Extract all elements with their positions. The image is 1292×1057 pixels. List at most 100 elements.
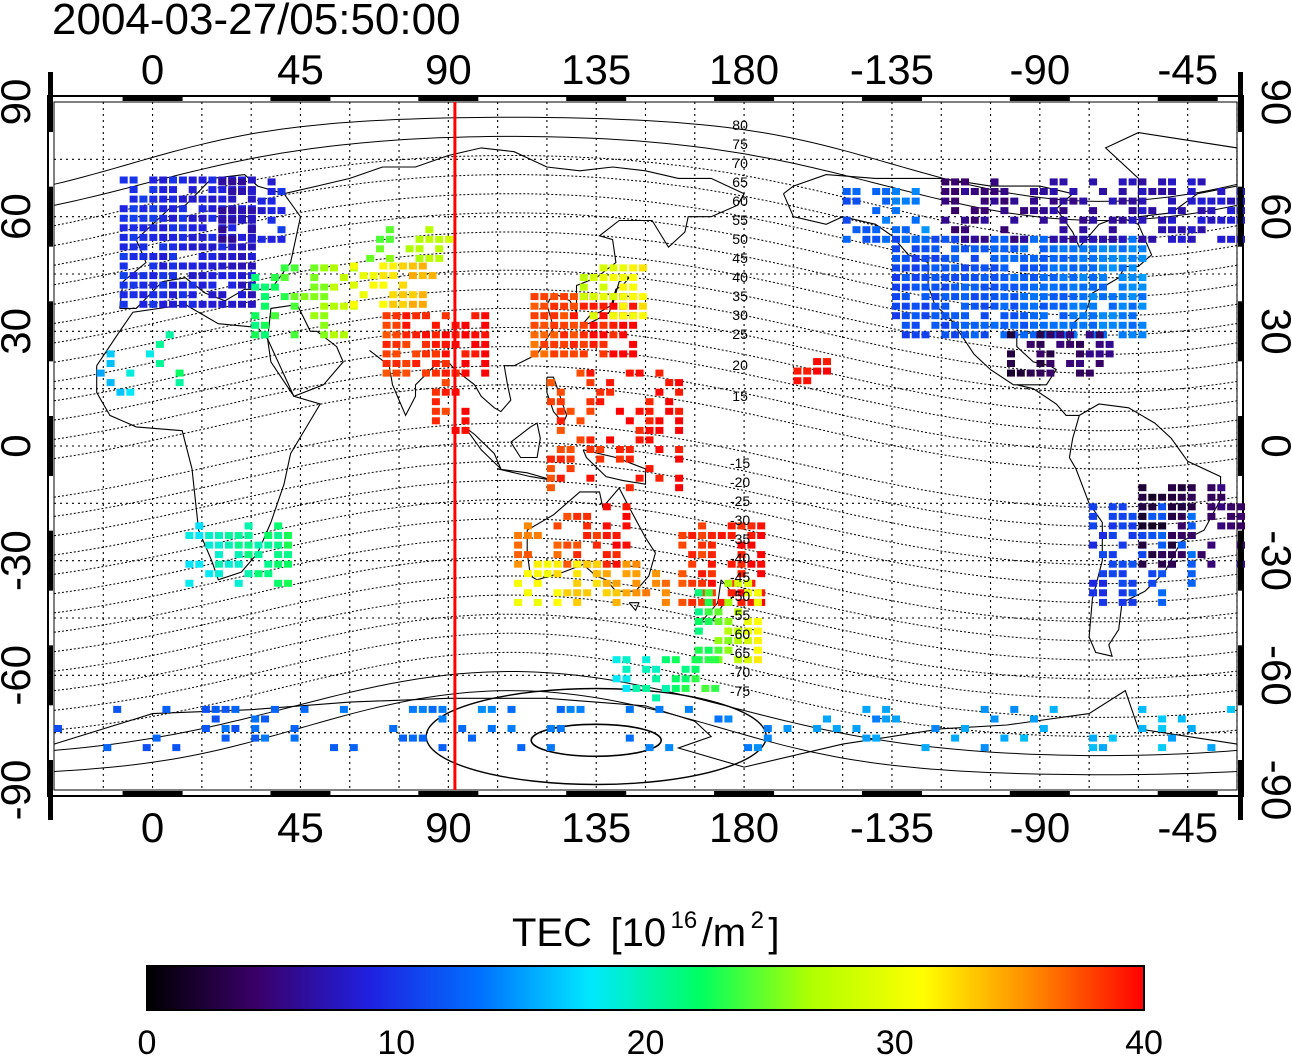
- lon-tick-bar: [566, 96, 627, 101]
- tec-cell: [533, 532, 542, 539]
- tec-cell: [803, 367, 812, 375]
- tec-cell: [556, 705, 565, 713]
- tec-cell: [1187, 226, 1196, 234]
- tec-cell: [1010, 312, 1019, 320]
- tec-cell: [422, 312, 430, 320]
- tec-cell: [612, 675, 621, 683]
- tec-cell: [698, 598, 707, 606]
- tec-cell: [382, 340, 391, 348]
- tec-cell: [586, 407, 595, 415]
- coastline: [510, 422, 541, 459]
- tec-cell: [757, 532, 766, 539]
- contour-label-north: 70: [732, 155, 748, 171]
- tec-cell: [251, 312, 260, 320]
- tec-cell: [188, 233, 197, 241]
- tec-cell: [261, 331, 269, 339]
- tec-cell: [941, 274, 950, 281]
- tec-cell: [599, 264, 608, 272]
- tec-cell: [1010, 254, 1019, 262]
- tec-cell: [129, 186, 138, 194]
- tec-cell: [270, 312, 279, 320]
- tec-cell: [622, 522, 631, 530]
- tec-cell: [931, 312, 940, 320]
- tec-cell: [1118, 216, 1127, 224]
- tec-cell: [1148, 503, 1157, 511]
- tec-cell: [901, 312, 910, 320]
- tec-cell: [625, 455, 634, 463]
- lat-tick-bar: [48, 645, 53, 706]
- tec-cell: [1207, 484, 1216, 492]
- tec-cell: [320, 331, 329, 339]
- tec-cell: [1089, 589, 1098, 597]
- tec-cell: [1007, 331, 1015, 339]
- tec-cell: [402, 331, 411, 339]
- tec-cell: [1138, 245, 1147, 253]
- tec-cell: [671, 675, 680, 683]
- tec-cell: [1237, 512, 1245, 520]
- contour-label-north: 75: [732, 136, 748, 152]
- tec-cell: [1128, 589, 1137, 597]
- tec-cell: [1099, 532, 1107, 539]
- tec-cell: [842, 216, 851, 224]
- tec-cell: [596, 398, 605, 406]
- tec-cell: [586, 474, 595, 482]
- tec-cell: [579, 321, 588, 329]
- tec-cell: [119, 291, 128, 299]
- tec-cell: [615, 446, 624, 453]
- tec-cell: [698, 522, 707, 530]
- tec-cell: [724, 579, 733, 587]
- tec-cell: [1158, 725, 1167, 732]
- lat-tick-label: -30: [0, 530, 39, 591]
- tec-cell: [941, 312, 950, 320]
- tec-cell: [606, 436, 615, 444]
- tec-cell: [129, 195, 138, 203]
- tec-cell: [188, 186, 197, 194]
- tec-cell: [392, 360, 401, 367]
- tec-cell: [717, 532, 726, 539]
- tec-cell: [655, 474, 664, 482]
- lat-tick-bar: [48, 186, 53, 247]
- tec-cell: [540, 340, 549, 348]
- tec-cell: [599, 274, 608, 281]
- tec-cell: [602, 522, 611, 530]
- tec-cell: [178, 281, 187, 289]
- tec-cell: [1128, 293, 1137, 301]
- tec-cell: [698, 541, 707, 549]
- tec-cell: [402, 340, 411, 348]
- tec-cell: [218, 300, 227, 308]
- tec-cell: [339, 274, 348, 281]
- tec-cell: [583, 512, 592, 520]
- tec-cell: [1138, 178, 1147, 186]
- tec-cell: [228, 224, 237, 232]
- tec-cell: [1138, 197, 1147, 205]
- tec-cell: [583, 532, 592, 539]
- tec-cell: [589, 274, 598, 281]
- tec-cell: [1059, 226, 1068, 234]
- tec-cell: [783, 725, 792, 732]
- tec-cell: [1000, 197, 1009, 205]
- tec-cell: [389, 272, 398, 280]
- tec-cell: [1079, 264, 1088, 272]
- tec-cell: [234, 551, 243, 559]
- tec-cell: [139, 281, 148, 289]
- tec-cell: [422, 340, 430, 348]
- tec-cell: [1138, 725, 1147, 732]
- tec-cell: [228, 195, 237, 203]
- tec-cell: [1099, 321, 1107, 329]
- tec-cell: [951, 245, 960, 253]
- tec-cell: [1099, 274, 1107, 281]
- tec-cell: [980, 293, 989, 301]
- tec-cell: [589, 321, 598, 329]
- tec-cell: [560, 331, 569, 339]
- lon-tick-label: 135: [561, 46, 631, 93]
- tec-cell: [106, 350, 115, 358]
- lat-tick-label: -60: [1253, 645, 1292, 706]
- tec-cell: [882, 235, 891, 243]
- tec-cell: [629, 264, 638, 272]
- tec-cell: [744, 579, 753, 587]
- tec-cell: [970, 207, 979, 215]
- tec-cell: [1108, 570, 1117, 578]
- tec-cell: [277, 207, 286, 215]
- tec-cell: [727, 532, 736, 539]
- tec-cell: [579, 340, 588, 348]
